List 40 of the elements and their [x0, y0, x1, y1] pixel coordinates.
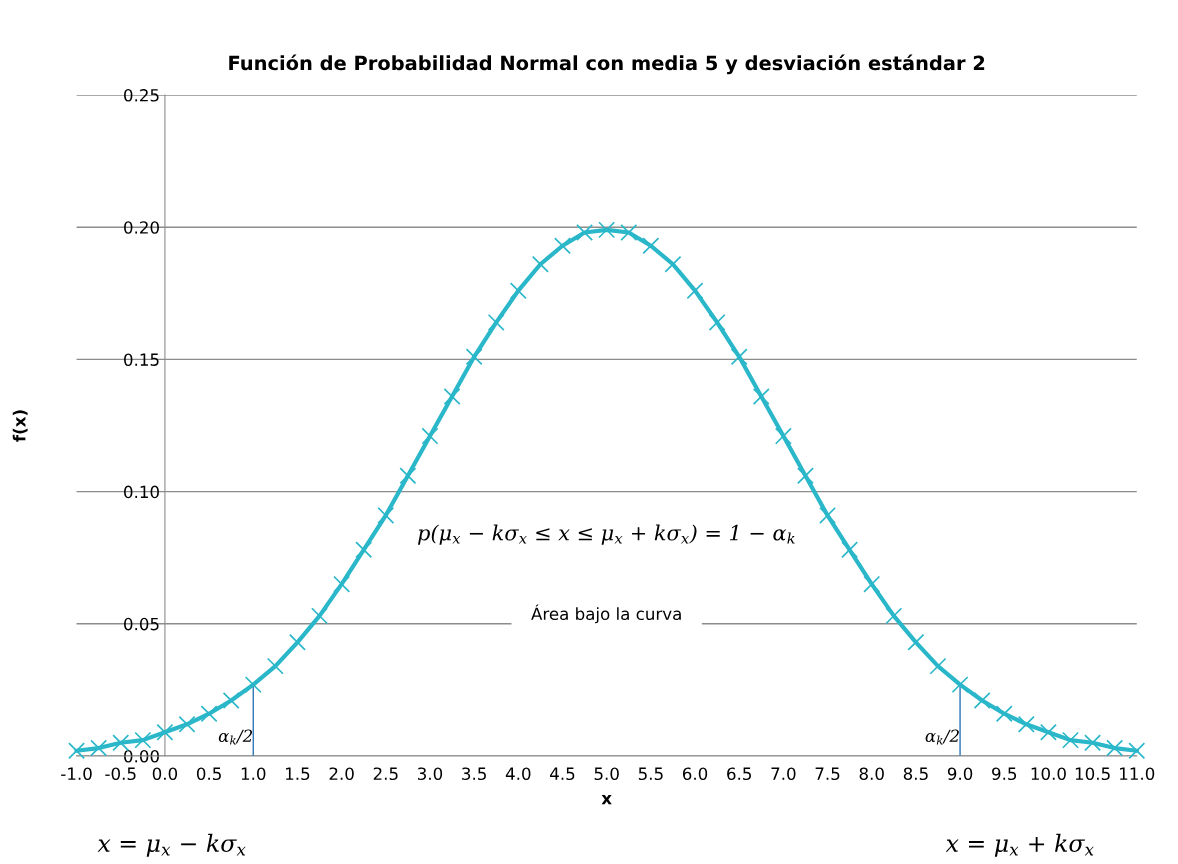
x-tick-label: 2.5: [373, 767, 398, 781]
annotation: α$_{k}$/2: [218, 729, 253, 745]
x-tick-label: 5.0: [594, 767, 619, 781]
annotation: α$_{k}$/2: [925, 729, 959, 745]
x-tick-label: 4.0: [505, 767, 531, 781]
x-tick-label: 2.0: [329, 767, 354, 781]
y-tick-label: 0.25: [124, 89, 159, 102]
x-tick-label: 6.5: [727, 767, 751, 781]
y-tick-label: 0.05: [124, 617, 159, 631]
x-tick-label: 3.5: [462, 767, 486, 781]
x-tick-label: 6.0: [682, 767, 708, 781]
x-axis-title: x: [601, 795, 612, 805]
x-tick-label: -1.0: [61, 767, 92, 781]
x-tick-label: -0.5: [105, 767, 136, 781]
y-axis-title: f(x): [12, 410, 28, 442]
x-tick-label: 7.0: [771, 767, 796, 781]
x-tick-label: 3.0: [417, 767, 443, 781]
annotation: Área bajo la curva: [531, 604, 681, 624]
x-tick-label: 7.5: [815, 767, 840, 781]
x-tick-label: 9.5: [992, 767, 1017, 781]
x-tick-label: 0.5: [196, 767, 221, 781]
y-tick-label: 0.20: [124, 221, 159, 234]
text: p(μ$_{x}$ − kσ$_{x}$ ≤ x ≤ μ$_{x}$ + kσ$_{x}$) = 1 − α$_{k}$: [417, 524, 795, 545]
x-tick-label: 10.5: [1075, 767, 1110, 781]
x-tick-label: 5.5: [638, 767, 663, 781]
text: x = μ$_{x}$ + kσ$_{x}$: [945, 833, 1094, 857]
y-tick-label: 0.00: [124, 749, 159, 763]
x-tick-label: 1.0: [241, 767, 266, 781]
y-tick-label: 0.15: [124, 353, 159, 366]
x-tick-label: 9.0: [947, 767, 973, 781]
chart-title: Función de Probabilidad Normal con media 5 y desviación estándar 2: [229, 54, 985, 75]
x-tick-label: 8.5: [903, 767, 928, 781]
x-tick-label: 11.0: [1120, 767, 1155, 781]
x-tick-label: 1.5: [286, 767, 310, 781]
x-tick-label: 0.0: [152, 767, 178, 781]
x-tick-label: 8.0: [859, 767, 884, 781]
x-tick-label: 4.5: [550, 767, 575, 781]
text: x = μ$_{x}$ − kσ$_{x}$: [97, 833, 246, 857]
x-tick-label: 10.0: [1031, 767, 1066, 781]
y-tick-label: 0.10: [124, 485, 159, 499]
